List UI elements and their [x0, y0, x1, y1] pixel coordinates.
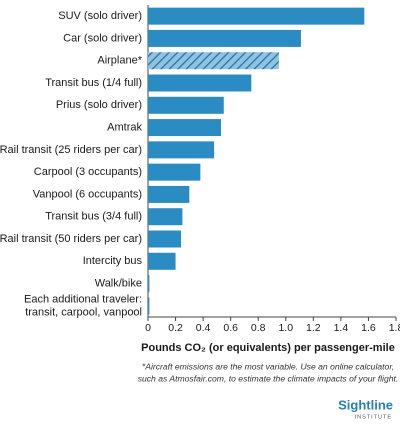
- bar: [148, 141, 215, 159]
- bar: [148, 185, 190, 203]
- x-tick-label: 0: [145, 322, 151, 334]
- y-tick-label: Each additional traveler: transit, carpoo…: [24, 293, 142, 318]
- bar: [148, 297, 150, 315]
- footnote: such as Atmosfair.com, to estimate the c…: [138, 373, 399, 383]
- bar: [148, 208, 183, 226]
- bar: [148, 52, 279, 70]
- y-tick-label: Walk/bike: [95, 277, 142, 289]
- y-tick-label: Transit bus (3/4 full): [45, 211, 142, 223]
- x-tick-label: 0.6: [223, 322, 238, 334]
- x-tick-label: 0.8: [251, 322, 266, 334]
- x-tick-label: 1.6: [361, 322, 376, 334]
- y-tick-label: Intercity bus: [83, 255, 143, 267]
- footnote: *Aircraft emissions are the most variabl…: [142, 361, 394, 371]
- x-tick-label: 1.2: [306, 322, 321, 334]
- y-tick-label: Amtrak: [107, 121, 142, 133]
- x-tick-label: 1.4: [334, 322, 349, 334]
- y-tick-label: Car (solo driver): [63, 32, 142, 44]
- x-axis-title: Pounds CO₂ (or equivalents) per passenge…: [141, 342, 395, 354]
- bar: [148, 7, 365, 25]
- bar: [148, 96, 224, 114]
- bar: [148, 119, 222, 137]
- x-tick-label: 1.8: [389, 322, 400, 334]
- y-tick-label: Airplane*: [97, 55, 142, 67]
- bar: [148, 74, 252, 92]
- y-tick-label: Transit bus (1/4 full): [45, 77, 142, 89]
- x-tick-label: 0.4: [196, 322, 211, 334]
- y-tick-label: Rail transit (25 riders per car): [0, 144, 142, 156]
- bar: [148, 275, 150, 293]
- bar: [148, 29, 301, 47]
- y-tick-label: Carpool (3 occupants): [34, 166, 142, 178]
- y-tick-label: SUV (solo driver): [58, 10, 142, 22]
- bar: [148, 230, 182, 248]
- x-tick-label: 1.0: [278, 322, 293, 334]
- logo: Sightline: [338, 397, 393, 412]
- y-tick-label: Prius (solo driver): [56, 99, 142, 111]
- x-tick-label: 0.2: [168, 322, 183, 334]
- bar: [148, 163, 201, 181]
- bar: [148, 252, 176, 270]
- y-tick-label: Vanpool (6 occupants): [33, 188, 142, 200]
- y-tick-label: Rail transit (50 riders per car): [0, 233, 142, 245]
- logo-sub: INSTITUTE: [355, 414, 392, 420]
